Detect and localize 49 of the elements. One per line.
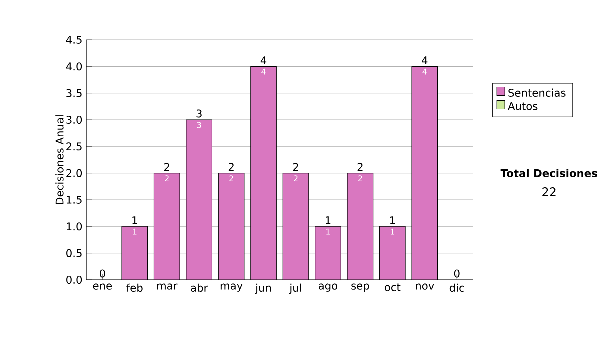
- total-label: 1: [390, 216, 396, 224]
- x-tick-label: nov: [416, 284, 434, 290]
- x-tick-label: jun: [255, 284, 272, 294]
- y-tick-label: 2.0: [66, 169, 82, 178]
- bar: [122, 226, 148, 280]
- x-tick-label: ago: [318, 284, 338, 292]
- legend-label: Sentencias: [508, 88, 566, 97]
- x-tick-label: ene: [93, 284, 112, 290]
- x-tick-label: oct: [385, 284, 401, 292]
- y-tick-label: 2.5: [66, 142, 82, 151]
- total-label: 1: [326, 216, 331, 224]
- total-label: 4: [260, 56, 267, 64]
- y-tick-label: 3.5: [66, 89, 82, 98]
- text: Total Decisiones: [500, 169, 598, 178]
- bar: [315, 226, 342, 280]
- y-tick-label: 4.0: [66, 62, 82, 71]
- x-tick-label: sep: [352, 284, 370, 292]
- bar: [380, 226, 406, 280]
- y-axis-title: Decisiones Anual: [56, 116, 64, 204]
- x-tick-label: abr: [191, 284, 208, 292]
- y-tick-label: 0.5: [66, 249, 82, 258]
- bar: [283, 173, 309, 280]
- x-tick-label: mar: [157, 284, 178, 290]
- x-tick-label: may: [220, 284, 243, 292]
- bar: [218, 173, 244, 280]
- x-tick-label: dic: [450, 284, 464, 292]
- total-label: 2: [358, 163, 363, 172]
- x-tick-label: feb: [126, 284, 143, 292]
- y-tick-label: 1.5: [67, 196, 82, 204]
- total-label: 3: [196, 110, 202, 118]
- y-tick-label: 0.0: [66, 276, 82, 284]
- legend-label: Autos: [508, 102, 538, 110]
- x-tick-label: jul: [289, 284, 302, 294]
- total-label: 2: [164, 163, 170, 172]
- y-tick-label: 3.0: [66, 116, 82, 124]
- bar: [412, 66, 438, 280]
- text: 22: [542, 188, 556, 196]
- total-label: 1: [132, 216, 138, 224]
- total-label: 0: [454, 270, 460, 278]
- y-tick-label: 1.0: [67, 222, 82, 231]
- y-tick-label: 4.5: [66, 36, 82, 44]
- bar: [250, 66, 277, 280]
- total-label: 2: [293, 163, 298, 172]
- bar: [154, 173, 180, 280]
- bar: [186, 120, 212, 280]
- bar: [348, 173, 374, 280]
- total-label: 4: [422, 56, 428, 64]
- total-label: 0: [100, 270, 106, 278]
- total-label: 2: [228, 163, 234, 172]
